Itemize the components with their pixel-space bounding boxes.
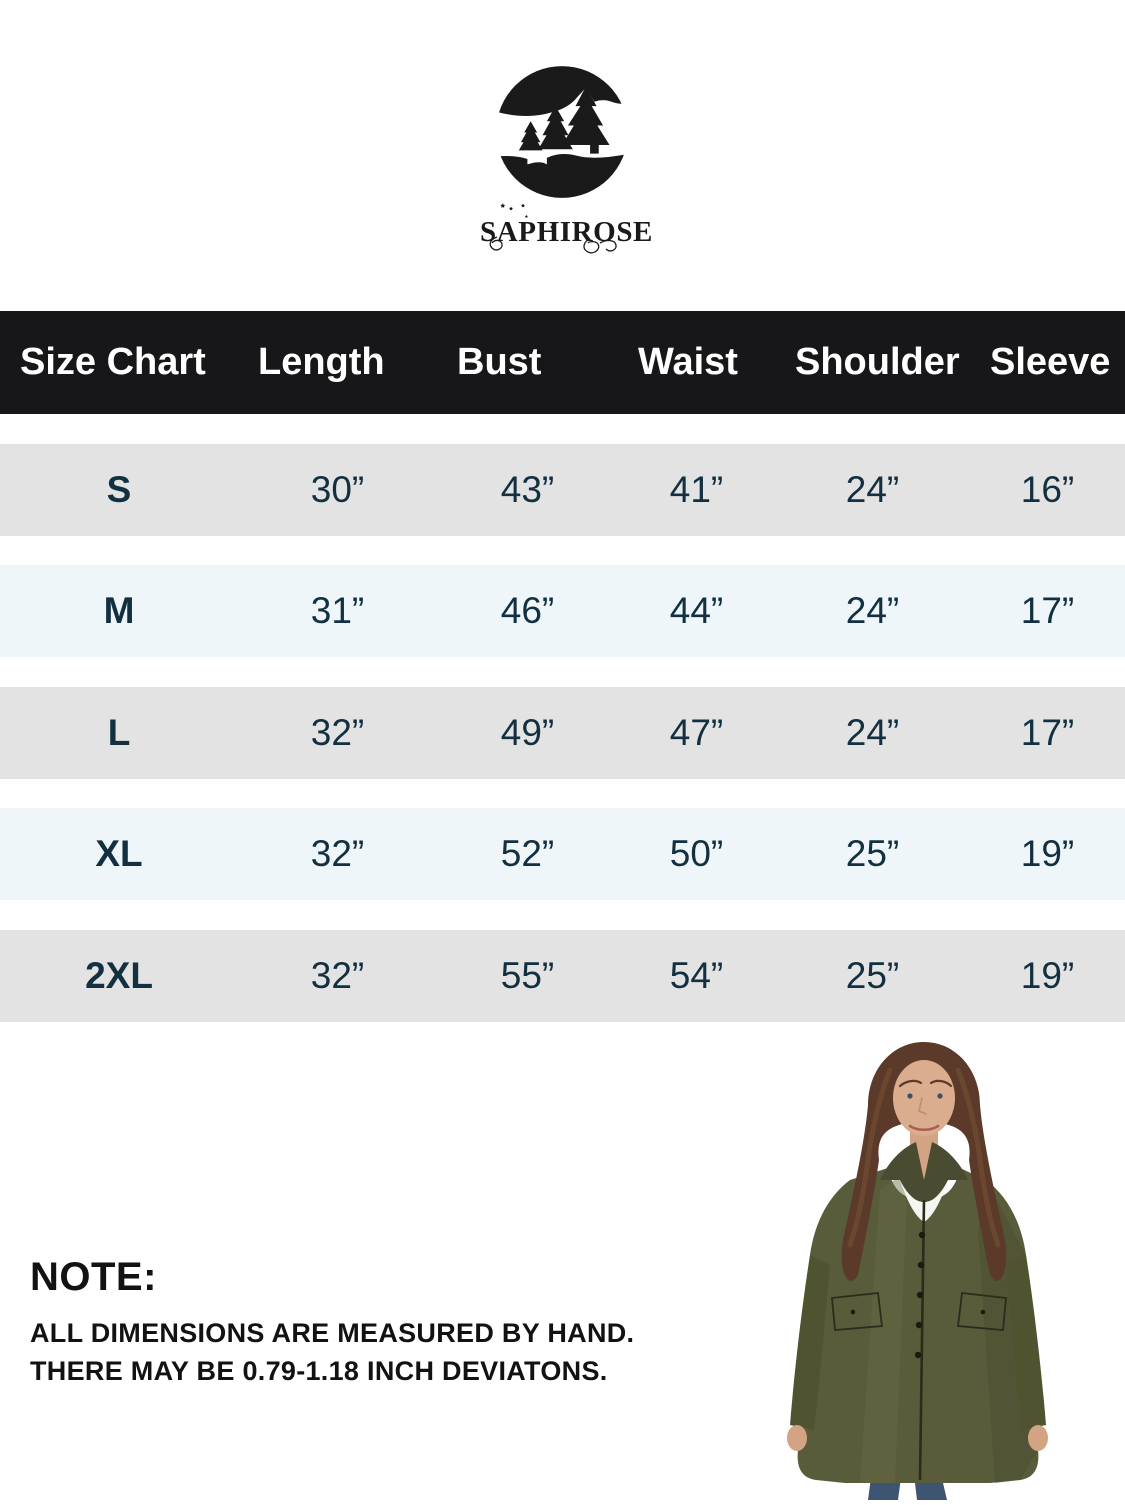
- svg-text:SAPHIROSE: SAPHIROSE: [480, 216, 653, 248]
